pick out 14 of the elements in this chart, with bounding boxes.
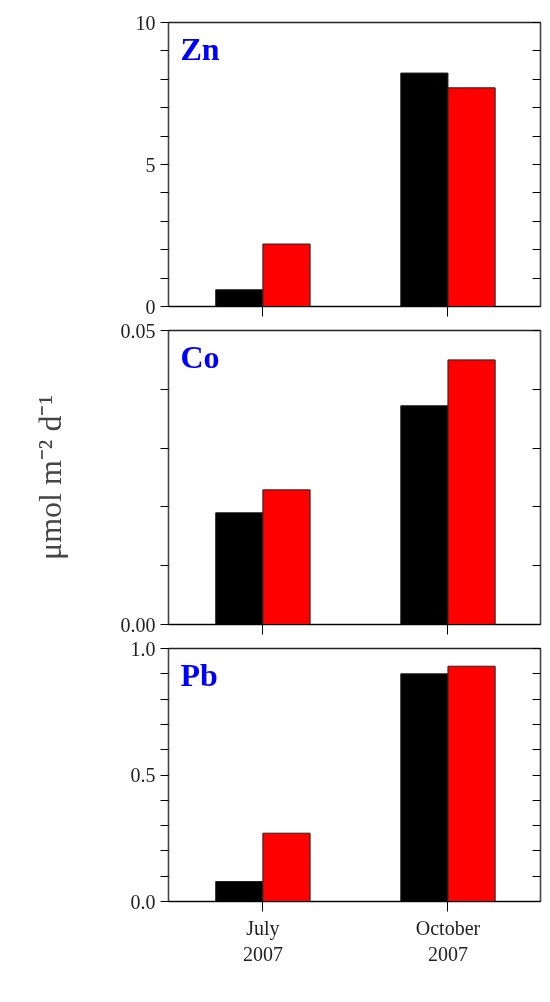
y-tick-label: 0.00 [120,613,156,636]
y-tick-label: 1.0 [130,637,156,660]
chart-title: Zn [180,30,220,67]
chart-title: Pb [180,656,218,693]
y-tick-label: 5 [145,153,156,176]
y-axis-title: μmol m⁻² d⁻¹ [31,394,68,561]
y-tick-label: 0 [145,295,156,318]
y-tick-label: 0.5 [130,764,156,786]
y-tick-label: 0.0 [130,890,156,913]
x-tick-label: July 2007 [242,916,283,965]
y-tick-label: 0.05 [120,319,156,342]
y-tick-label: 10 [135,11,156,34]
chart-title: Co [180,338,220,375]
x-tick-label: October 2007 [415,916,481,965]
